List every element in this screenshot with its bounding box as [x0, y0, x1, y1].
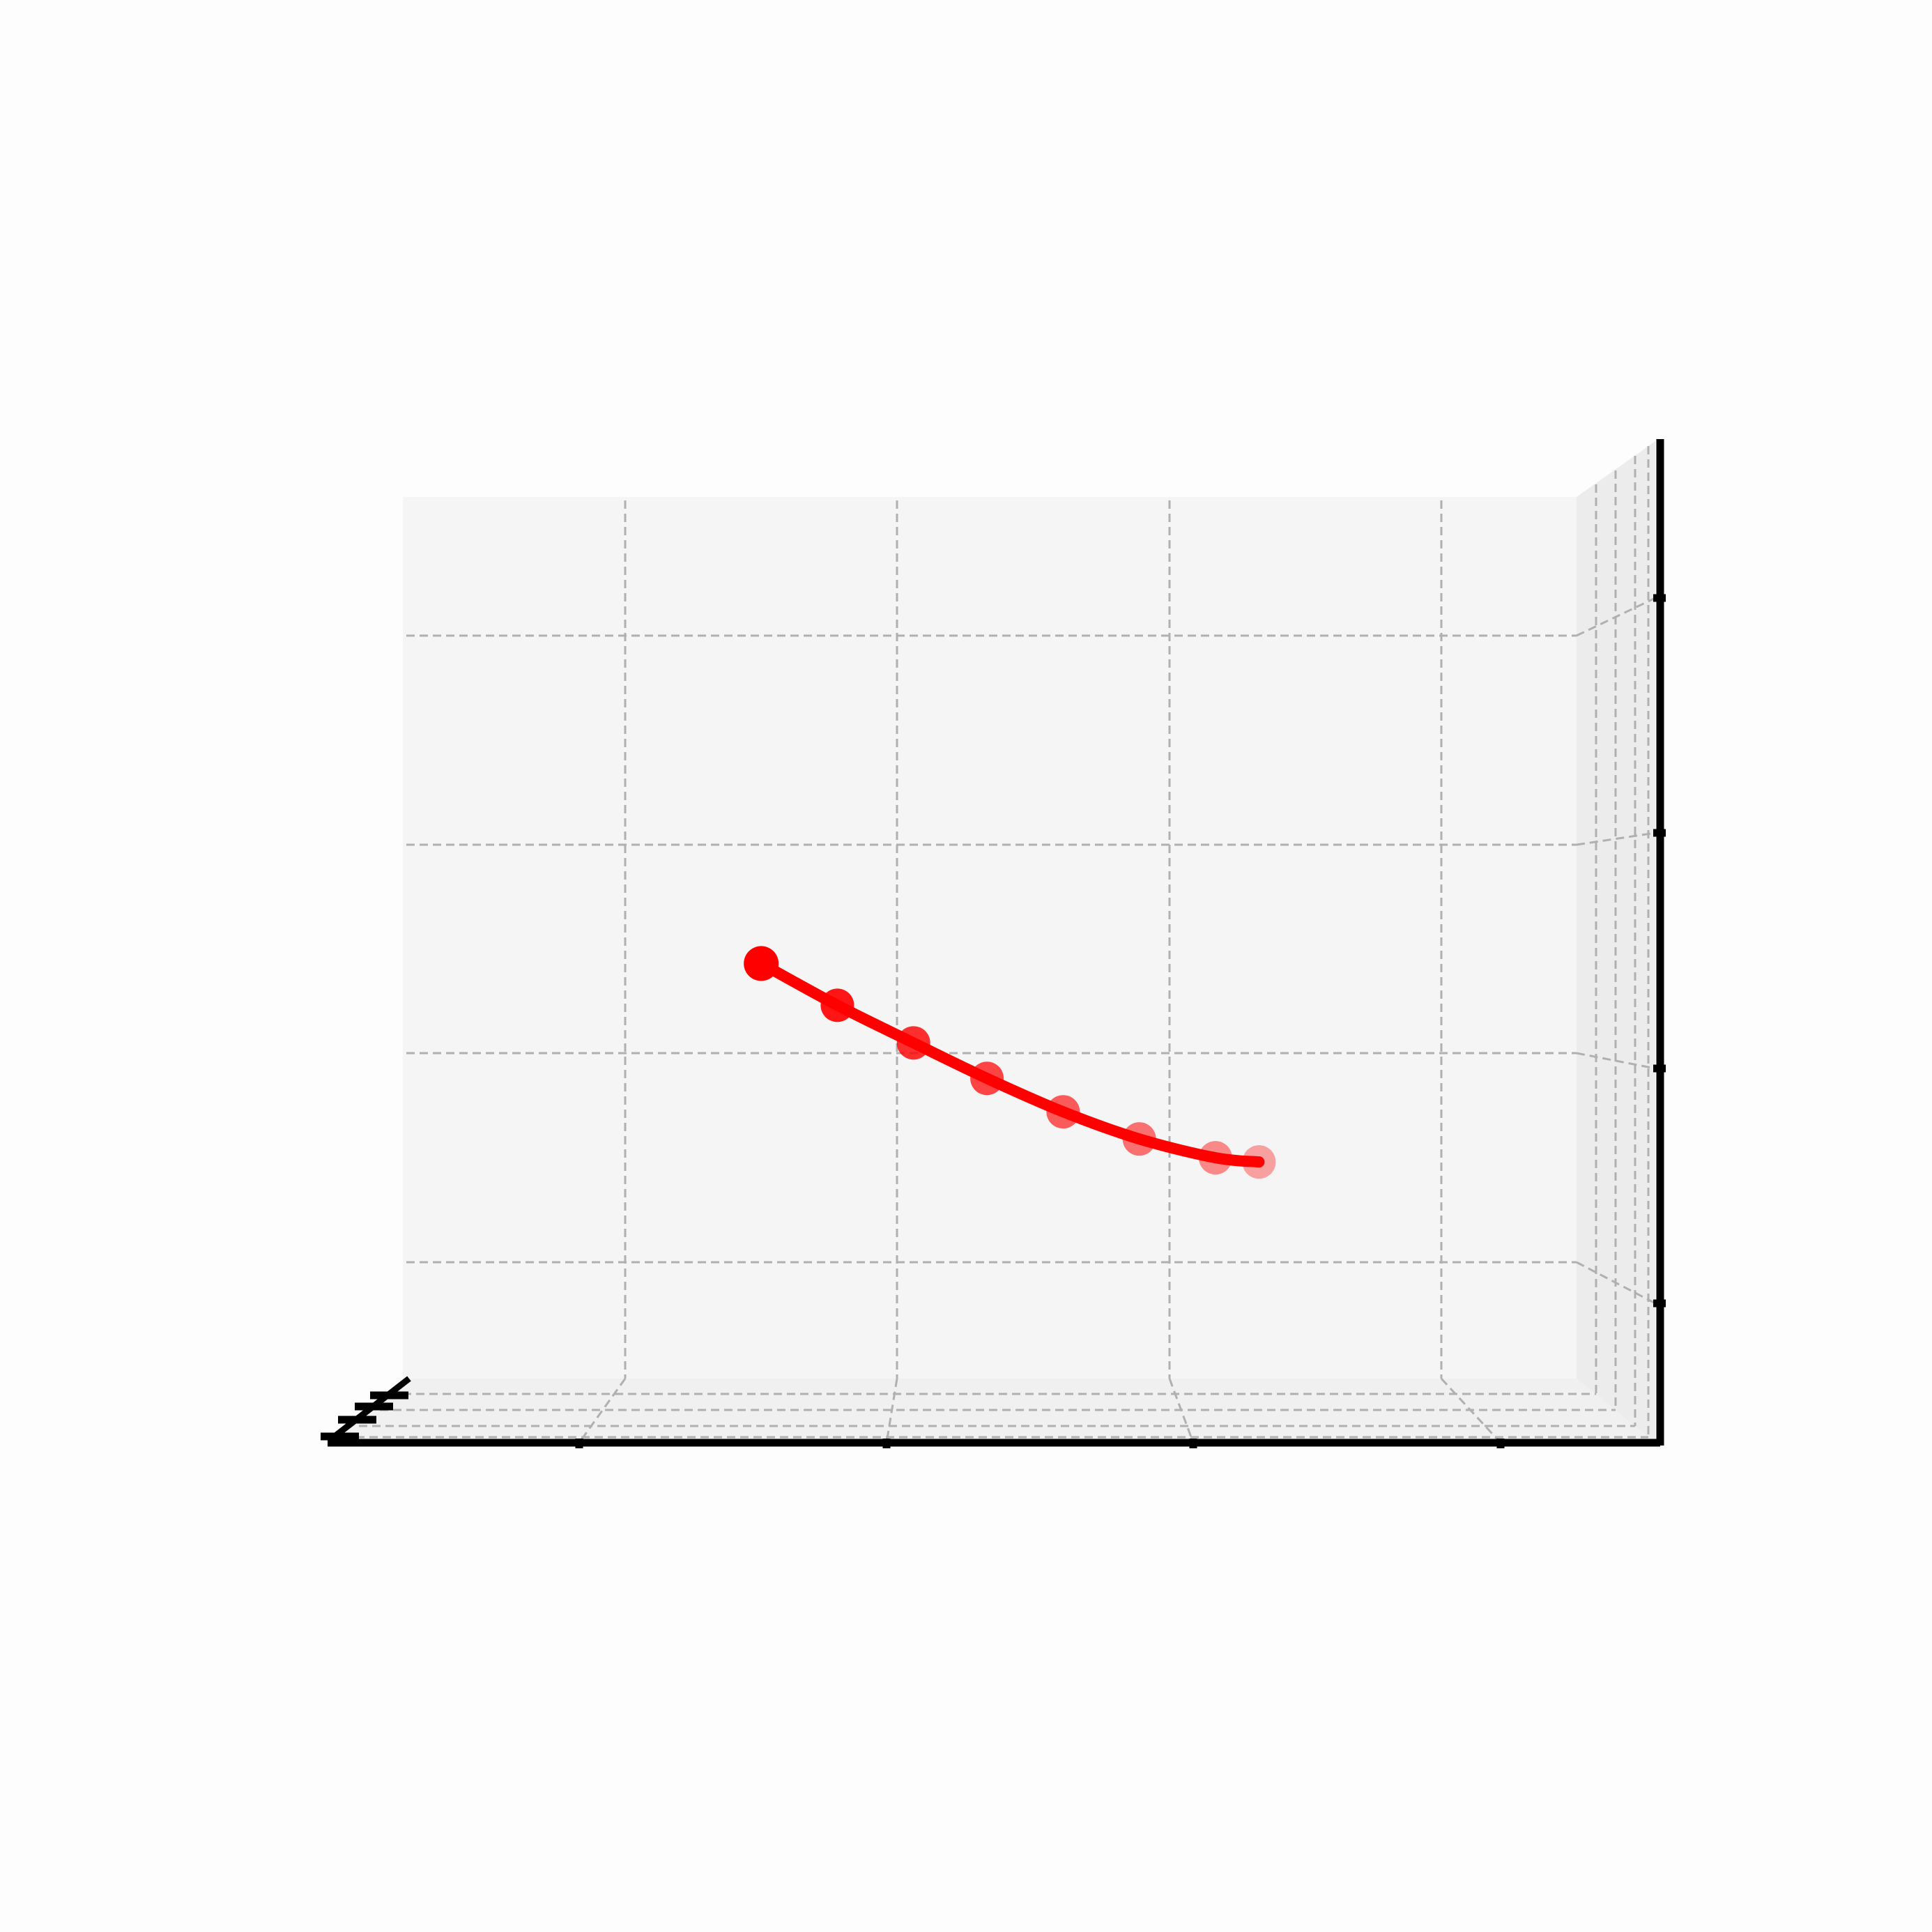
data-point-5: [1122, 1122, 1156, 1156]
data-point-4: [1046, 1095, 1080, 1129]
grid-floor-x-2: [885, 1378, 898, 1443]
data-point-7: [1242, 1145, 1276, 1179]
grid-back: [406, 500, 1577, 1379]
grid-floor-x-4: [1440, 1377, 1502, 1444]
grid-floor: [343, 1377, 1648, 1444]
grid-side: [1576, 446, 1656, 1437]
grid-floor-x-3: [1168, 1378, 1195, 1443]
data-point-3: [970, 1061, 1004, 1096]
axis-ticks: [321, 594, 1666, 1448]
data-point-2: [896, 1026, 930, 1060]
data-point-1: [820, 988, 854, 1022]
back-pane: [403, 497, 1577, 1379]
grid-side-horizontal-2: [1576, 831, 1656, 846]
data-point-6: [1198, 1141, 1232, 1175]
data-layer: [744, 946, 1276, 1179]
data-point-0: [744, 946, 779, 981]
